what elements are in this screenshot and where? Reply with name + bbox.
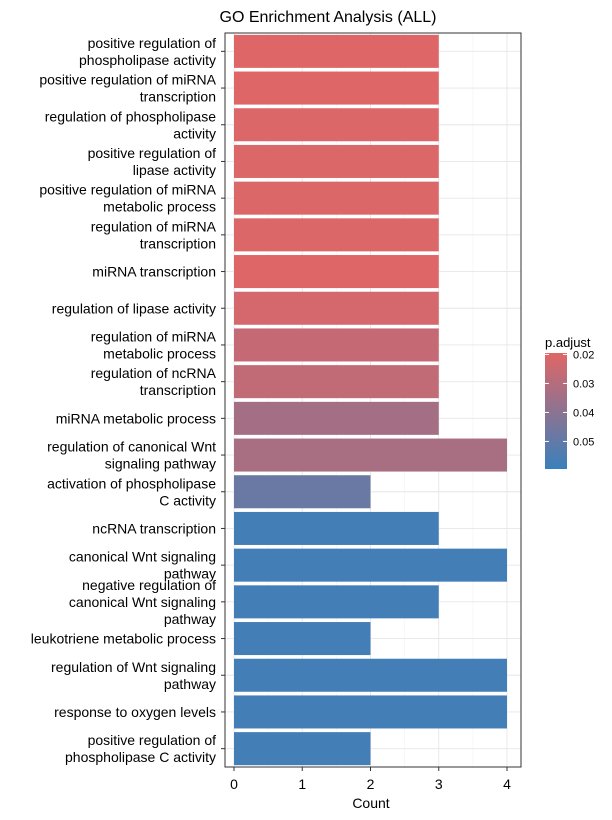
bar xyxy=(234,475,371,509)
y-tick-label: response to oxygen levels xyxy=(54,704,216,720)
y-tick-label: regulation of Wnt signaling pathway xyxy=(51,659,216,692)
y-tick-label: regulation of canonical Wnt signaling pat… xyxy=(47,439,216,472)
legend-tick-label: 0.05 xyxy=(573,436,594,448)
bar xyxy=(234,218,439,252)
bar xyxy=(234,438,507,472)
y-tick-label: ncRNA transcription xyxy=(92,520,216,536)
bar xyxy=(234,291,439,325)
y-tick-label: negative regulation of canonical Wnt sign… xyxy=(69,577,216,627)
bar xyxy=(234,622,371,656)
bar xyxy=(234,658,507,692)
bar xyxy=(234,732,371,766)
x-tick-label: 3 xyxy=(435,776,443,792)
bar xyxy=(234,365,439,399)
y-tick-label: canonical Wnt signaling pathway xyxy=(69,549,216,582)
y-tick-label: regulation of miRNA transcription xyxy=(91,218,217,251)
bar xyxy=(234,401,439,435)
y-tick-label: positive regulation of miRNA transcriptio… xyxy=(39,72,216,105)
y-tick-label: regulation of phospholipase activity xyxy=(45,108,216,141)
y-tick-label: regulation of miRNA metabolic process xyxy=(91,328,217,361)
y-axis: positive regulation of phospholipase acti… xyxy=(31,35,225,765)
y-tick-label: miRNA transcription xyxy=(92,264,216,280)
y-tick-label: positive regulation of phospholipase acti… xyxy=(79,35,216,68)
x-tick-label: 0 xyxy=(230,776,238,792)
y-tick-label: miRNA metabolic process xyxy=(56,410,216,426)
legend-tick-label: 0.04 xyxy=(573,407,594,419)
x-axis: 0 1 2 3 4 xyxy=(230,767,511,792)
bar xyxy=(234,548,507,582)
legend-title: p.adjust xyxy=(545,335,591,350)
y-tick-label: positive regulation of miRNA metabolic pr… xyxy=(39,182,216,215)
legend: p.adjust 0.02 0.03 0.04 0.05 xyxy=(545,335,594,469)
plot-border xyxy=(224,32,522,768)
y-tick-label: positive regulation of lipase activity xyxy=(88,145,217,178)
bar xyxy=(234,34,439,68)
x-tick-label: 1 xyxy=(298,776,306,792)
bar xyxy=(234,695,507,729)
bar xyxy=(234,144,439,178)
bars xyxy=(234,34,507,766)
bar xyxy=(234,255,439,289)
bar xyxy=(234,71,439,105)
y-tick-label: leukotriene metabolic process xyxy=(31,631,216,647)
chart-title: GO Enrichment Analysis (ALL) xyxy=(220,9,437,26)
bar xyxy=(234,328,439,362)
x-axis-title: Count xyxy=(352,795,389,811)
y-tick-label: regulation of lipase activity xyxy=(52,300,216,316)
bar xyxy=(234,108,439,142)
y-tick-label: activation of phospholipase C activity xyxy=(47,475,216,508)
y-tick-label: positive regulation of phospholipase C ac… xyxy=(65,732,216,765)
legend-tick-label: 0.02 xyxy=(573,349,594,361)
x-tick-label: 4 xyxy=(503,776,511,792)
bar xyxy=(234,585,439,619)
plot-panel xyxy=(225,33,521,767)
y-tick-label: regulation of ncRNA transcription xyxy=(91,365,217,398)
x-tick-label: 2 xyxy=(367,776,375,792)
legend-colorbar xyxy=(545,353,567,469)
bar xyxy=(234,181,439,215)
bar xyxy=(234,511,439,545)
legend-tick-label: 0.03 xyxy=(573,378,594,390)
